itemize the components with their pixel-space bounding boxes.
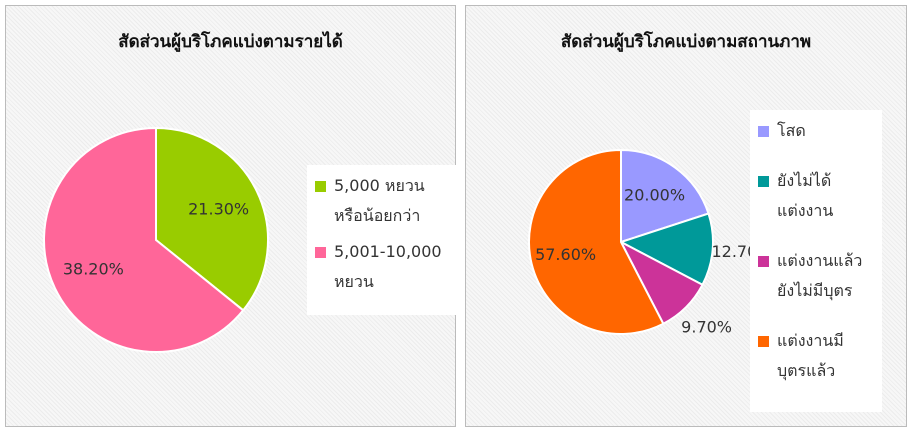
data-label: 21.30% <box>188 200 249 219</box>
legend-label: แต่งงานมี บุตรแล้ว <box>777 331 844 380</box>
data-label: 20.00% <box>624 185 685 204</box>
legend-label: 5,001-10,000 หยวน <box>334 242 442 291</box>
legend-label: แต่งงานแล้ว ยังไม่มีบุตร <box>777 251 863 300</box>
legend-swatch <box>758 176 769 187</box>
legend-label: โสด <box>777 121 806 140</box>
legend: 5,000 หยวน หรือน้อยกว่า 5,001-10,000 หยวน <box>307 165 460 315</box>
legend-swatch <box>315 247 326 258</box>
legend-swatch <box>758 126 769 137</box>
legend-swatch <box>758 256 769 267</box>
chart-title: สัดส่วนผู้บริโภคแบ่งตามรายได้ <box>118 32 343 52</box>
data-label: 57.60% <box>535 245 596 264</box>
legend-swatch <box>315 181 326 192</box>
legend-item: แต่งงานมี บุตรแล้ว <box>758 326 874 386</box>
legend-label: ยังไม่ได้ แต่งงาน <box>777 171 834 220</box>
data-label: 38.20% <box>63 259 124 278</box>
pie-slice <box>618 212 714 287</box>
legend-item: โสด <box>758 116 874 146</box>
legend-swatch <box>758 336 769 347</box>
legend: โสดยังไม่ได้ แต่งงานแต่งงานแล้ว ยังไม่มี… <box>750 110 882 412</box>
pie-slice <box>155 126 269 312</box>
pie-slice <box>528 148 665 335</box>
pie-slice <box>620 148 710 244</box>
data-label: 9.70% <box>681 318 732 337</box>
legend-label: 5,000 หยวน หรือน้อยกว่า <box>334 176 425 225</box>
legend-item: 5,001-10,000 หยวน <box>315 237 452 297</box>
legend-item: แต่งงานแล้ว ยังไม่มีบุตร <box>758 246 874 306</box>
pie-slice <box>43 126 245 353</box>
legend-item: ยังไม่ได้ แต่งงาน <box>758 166 874 226</box>
chart-title: สัดส่วนผู้บริโภคแบ่งตามสถานภาพ <box>560 32 812 52</box>
legend-item: 5,000 หยวน หรือน้อยกว่า <box>315 171 452 231</box>
